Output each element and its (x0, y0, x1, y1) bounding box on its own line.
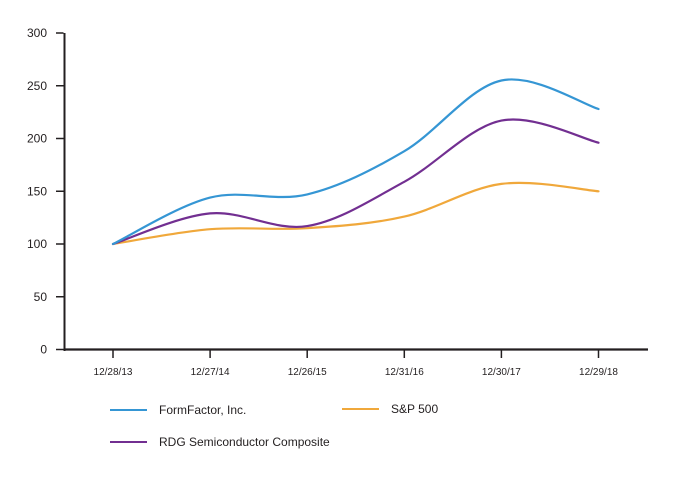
y-axis-label: 0 (40, 343, 47, 357)
series-lines (111, 78, 600, 246)
x-axis-label: 12/27/14 (191, 367, 230, 378)
legend-item-formfactor-inc: FormFactor, Inc. (110, 403, 246, 417)
x-axis-label: 12/28/13 (94, 367, 133, 378)
legend-label: FormFactor, Inc. (159, 403, 247, 417)
series-line-rdg-semiconductor-composite (111, 118, 600, 246)
y-axis-label: 300 (27, 26, 47, 40)
y-axis-label: 250 (27, 79, 47, 93)
legend-swatch-s-p-500 (342, 408, 379, 410)
axes (56, 32, 648, 358)
legend-swatch-formfactor-inc (110, 409, 147, 411)
y-axis-label: 50 (34, 290, 48, 304)
legend-swatch-rdg-semiconductor-composite (110, 441, 147, 443)
x-axis-label: 12/31/16 (385, 367, 424, 378)
x-axis-label: 12/30/17 (482, 367, 521, 378)
series-line-s-p-500 (111, 181, 600, 246)
y-axis-label: 150 (27, 184, 47, 198)
y-axis-label: 100 (27, 237, 47, 251)
series-line-formfactor-inc (111, 78, 600, 246)
legend-item-s-p-500: S&P 500 (342, 402, 438, 416)
legend-item-rdg-semiconductor-composite: RDG Semiconductor Composite (110, 435, 330, 449)
axis-tick-labels: 0 50 100 150 200 250 300 12/28/13 12/27/14 12/26/… (27, 26, 618, 378)
y-axis-label: 200 (27, 132, 47, 146)
x-axis-label: 12/29/18 (579, 367, 618, 378)
legend-label: RDG Semiconductor Composite (159, 435, 330, 449)
x-axis-label: 12/26/15 (288, 367, 327, 378)
legend-label: S&P 500 (391, 402, 439, 416)
